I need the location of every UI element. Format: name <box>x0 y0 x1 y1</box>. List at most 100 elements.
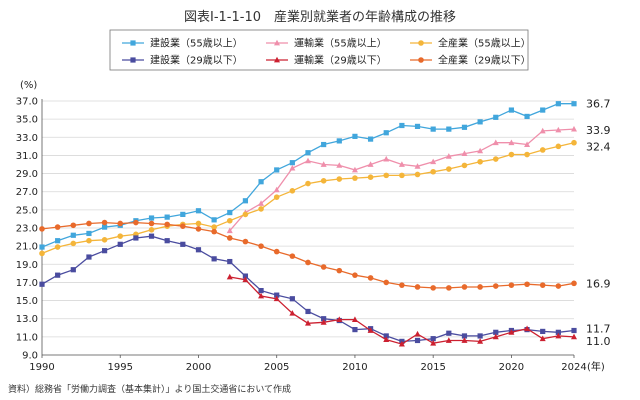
y-tick-label: 19.0 <box>16 260 38 271</box>
data-point <box>539 127 546 134</box>
y-tick-label: 13.0 <box>16 314 38 325</box>
y-tick-label: 9.0 <box>22 351 38 362</box>
y-tick-label: 33.0 <box>16 133 38 144</box>
data-point <box>180 211 186 217</box>
data-point <box>418 40 424 46</box>
data-point <box>148 220 155 227</box>
data-point <box>352 133 358 139</box>
data-point <box>367 136 374 142</box>
data-point <box>461 150 468 157</box>
data-point <box>461 124 468 130</box>
data-point <box>70 240 77 247</box>
data-point <box>367 161 374 167</box>
chart-title: 図表Ⅰ-1-1-10 産業別就業者の年齢構成の推移 <box>184 10 456 25</box>
data-point <box>130 57 136 63</box>
x-tick-label: 2024 <box>561 362 586 373</box>
data-point <box>86 237 92 244</box>
data-point <box>508 107 515 113</box>
y-tick-label: 25.0 <box>16 205 38 216</box>
legend-entry: 全産業（29歳以下） <box>438 54 531 67</box>
data-point <box>571 101 577 107</box>
data-point <box>164 214 170 220</box>
data-point <box>130 40 136 46</box>
data-point <box>305 157 311 164</box>
data-point <box>446 126 452 132</box>
data-point <box>55 272 61 278</box>
data-point <box>274 167 280 173</box>
data-point <box>555 329 561 335</box>
data-point <box>524 325 531 332</box>
data-point <box>477 158 483 165</box>
data-point <box>430 168 436 175</box>
data-point <box>414 337 421 344</box>
data-point <box>242 273 249 279</box>
data-point <box>336 267 343 274</box>
data-point <box>226 217 233 224</box>
data-point <box>492 139 499 146</box>
data-point <box>180 223 186 229</box>
data-point <box>383 130 389 136</box>
data-point <box>571 327 577 334</box>
data-point <box>289 310 296 316</box>
y-tick-label: 27.0 <box>16 187 38 198</box>
data-point <box>101 248 108 254</box>
y-tick-label: 29.0 <box>16 169 38 180</box>
data-point <box>383 336 390 342</box>
data-point <box>39 281 45 287</box>
data-point <box>418 57 424 63</box>
data-point <box>242 276 249 283</box>
data-point <box>336 138 342 144</box>
x-tick-label: 1995 <box>108 362 133 373</box>
data-point <box>289 188 296 194</box>
data-point <box>195 220 202 227</box>
data-point <box>195 208 202 214</box>
end-value-label: 33.9 <box>586 124 611 137</box>
data-point <box>227 258 233 265</box>
data-point <box>101 236 108 243</box>
data-point <box>508 282 515 288</box>
x-unit-label: (年) <box>587 360 605 373</box>
data-point <box>430 158 437 165</box>
data-point <box>211 217 217 223</box>
data-point <box>211 256 217 262</box>
legend: 建設業（55歳以上） 運輸業（55歳以上） 全産業（55歳以上） 建設業（29歳以下）… <box>109 29 531 71</box>
data-point <box>492 156 499 162</box>
data-point <box>320 319 327 325</box>
data-point <box>399 172 405 179</box>
data-point <box>305 180 311 187</box>
grid <box>42 100 574 356</box>
data-point <box>273 295 280 302</box>
y-tick-label: 15.0 <box>16 296 38 307</box>
data-point <box>274 292 280 298</box>
series-2 <box>226 125 577 234</box>
x-tick-label: 2015 <box>420 362 445 373</box>
x-tick-label: 2010 <box>342 362 367 373</box>
data-point <box>164 221 170 228</box>
data-point <box>398 340 405 347</box>
data-point <box>367 327 374 333</box>
data-point <box>242 238 249 245</box>
data-point <box>258 200 265 206</box>
data-point <box>571 280 577 287</box>
data-point <box>305 308 311 315</box>
data-point <box>524 151 530 158</box>
data-point <box>289 160 295 166</box>
x-tick-label: 2000 <box>186 362 211 373</box>
data-point <box>367 174 374 180</box>
data-point <box>508 139 515 146</box>
data-point <box>446 285 452 291</box>
data-point <box>101 224 108 230</box>
data-point <box>289 296 295 302</box>
data-point <box>164 238 170 244</box>
data-point <box>555 332 562 339</box>
data-point <box>571 125 577 132</box>
data-point <box>539 282 546 288</box>
end-value-label: 11.0 <box>586 335 611 348</box>
legend-entry: 運輸業（29歳以下） <box>294 54 387 67</box>
data-point <box>539 147 546 153</box>
data-point <box>414 163 421 169</box>
data-point <box>86 220 92 227</box>
end-value-label: 32.4 <box>586 141 611 154</box>
legend-box <box>109 29 529 71</box>
data-point <box>461 337 468 343</box>
